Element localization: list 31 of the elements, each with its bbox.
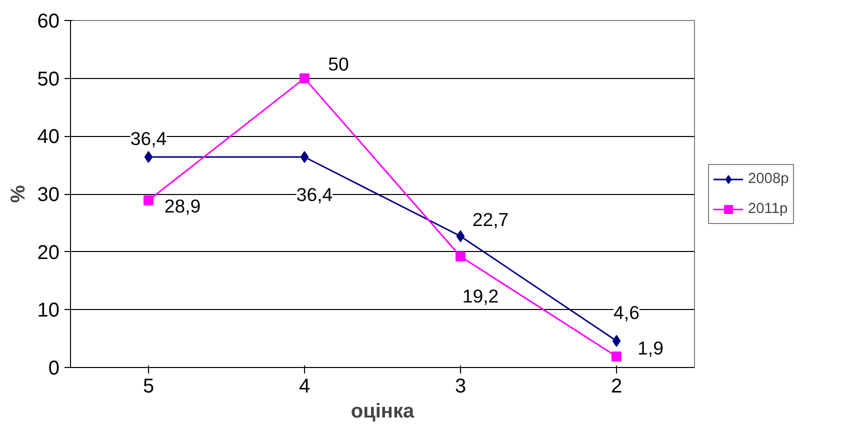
data-label: 50 [328,53,349,74]
y-tick-label: 20 [37,242,60,264]
data-label: 4,6 [614,302,640,323]
legend-label: 2008р [748,170,789,186]
y-tick-label: 60 [37,10,60,32]
y-tick-label: 0 [48,358,60,380]
legend-label: 2011р [748,200,788,216]
data-label: 36,4 [130,128,167,149]
x-tick-label: 4 [298,376,310,398]
point [612,352,622,362]
data-label: 36,4 [296,184,333,205]
y-tick-label: 10 [37,300,60,322]
y-axis-title: % [7,184,30,203]
data-label: 1,9 [638,338,664,359]
y-tick-label: 50 [37,68,60,90]
data-label: 28,9 [164,195,201,216]
y-tick-label: 30 [37,184,60,206]
point [300,73,310,84]
point [612,334,621,347]
point [456,251,466,262]
y-tick-label: 40 [37,126,60,148]
x-tick-label: 5 [142,376,154,398]
x-tick-label: 3 [454,376,466,398]
point [300,150,309,163]
data-label: 22,7 [472,209,509,230]
point [144,195,154,206]
point [456,230,465,242]
x-axis-title: оцінка [350,400,416,422]
point [144,150,153,163]
x-tick-label: 2 [610,376,622,398]
data-label: 19,2 [462,285,499,306]
